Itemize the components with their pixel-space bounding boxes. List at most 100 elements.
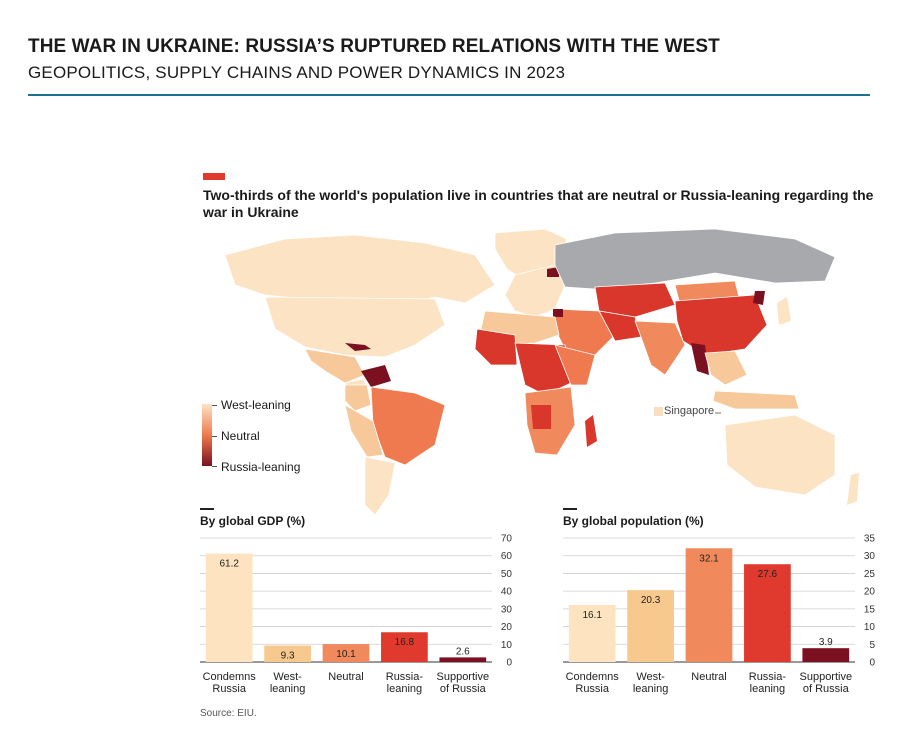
bar <box>744 564 791 662</box>
map-region-india <box>634 320 686 376</box>
y-tick-label: 15 <box>864 604 876 615</box>
map-region-syria <box>553 309 563 317</box>
y-tick-label: 5 <box>869 640 875 651</box>
source-note: Source: EIU. <box>200 708 257 719</box>
bar <box>627 590 674 662</box>
category-label: Condemns <box>566 671 620 683</box>
y-tick-label: 0 <box>869 658 875 669</box>
legend-tick-top <box>212 405 217 406</box>
bar-value-label: 16.8 <box>395 637 415 648</box>
bar-value-label: 61.2 <box>219 559 239 570</box>
category-label: leaning <box>270 683 305 695</box>
map-region-cuba <box>345 343 371 351</box>
category-label: West- <box>273 671 302 683</box>
figure-title: Two-thirds of the world's population liv… <box>203 187 874 220</box>
y-tick-label: 20 <box>864 587 876 598</box>
category-label: leaning <box>387 683 422 695</box>
bar <box>568 604 616 662</box>
y-tick-label: 40 <box>501 587 513 598</box>
category-label: Neutral <box>328 671 363 683</box>
map-region-usa <box>264 296 446 358</box>
category-label: Condemns <box>203 671 257 683</box>
chart-1-title: By global GDP (%) <box>200 514 306 528</box>
category-label: West- <box>636 671 665 683</box>
category-label: of Russia <box>440 683 487 695</box>
chart-2-title: By global population (%) <box>563 514 704 528</box>
bar-value-label: 16.1 <box>582 610 602 621</box>
category-label: Russia <box>212 683 247 695</box>
bar-value-label: 32.1 <box>699 553 719 564</box>
report-subtitle: GEOPOLITICS, SUPPLY CHAINS AND POWER DYN… <box>28 63 566 82</box>
y-tick-label: 35 <box>864 534 876 545</box>
category-label: Supportive <box>800 671 853 683</box>
y-tick-label: 10 <box>864 622 876 633</box>
bar <box>439 657 487 662</box>
map-region-colombia <box>344 384 372 412</box>
bar-value-label: 27.6 <box>758 569 778 580</box>
singapore-label: Singapore <box>664 405 715 417</box>
map-region-myanmar <box>691 343 709 375</box>
category-label: Russia <box>575 683 610 695</box>
y-tick-label: 60 <box>501 551 513 562</box>
bar <box>205 553 253 662</box>
category-label: leaning <box>750 683 785 695</box>
map-region-australia <box>724 414 836 496</box>
y-tick-label: 25 <box>864 569 876 580</box>
map-region-belarus <box>547 267 559 277</box>
map-region-central-asia <box>594 282 676 318</box>
bar-value-label: 3.9 <box>819 637 833 648</box>
map-region-west-africa <box>474 328 518 366</box>
legend-tick-middle <box>212 436 217 437</box>
chart-1-dash <box>200 508 214 510</box>
category-label: of Russia <box>803 683 850 695</box>
report-title: THE WAR IN UKRAINE: RUSSIA’S RUPTURED RE… <box>28 36 720 57</box>
legend-label-neutral: Neutral <box>221 429 260 443</box>
map-region-indonesia <box>712 390 800 410</box>
bar-value-label: 20.3 <box>641 595 661 606</box>
y-tick-label: 30 <box>501 604 513 615</box>
bar <box>381 632 428 662</box>
category-label: Supportive <box>437 671 490 683</box>
bar-value-label: 2.6 <box>456 646 470 657</box>
map-region-se-asia <box>704 350 748 386</box>
map-region-venezuela <box>361 365 391 387</box>
bar <box>322 644 370 662</box>
y-tick-label: 0 <box>506 658 512 669</box>
category-label: Russia- <box>749 671 787 683</box>
map-region-russia <box>554 228 836 290</box>
bar <box>685 548 733 662</box>
map-region-canada <box>224 234 496 308</box>
accent-bar <box>203 173 225 180</box>
bar-value-label: 10.1 <box>336 649 356 660</box>
map-region-madagascar <box>585 415 597 447</box>
map-region-angola <box>531 405 551 429</box>
map-region-argentina-chile <box>364 456 396 515</box>
map-region-north-korea <box>753 291 765 305</box>
y-tick-label: 70 <box>501 534 513 545</box>
map-region-peru-bolivia <box>344 404 384 458</box>
legend-label-russia: Russia-leaning <box>221 460 301 474</box>
y-tick-label: 20 <box>501 622 513 633</box>
map-region-japan <box>777 297 791 325</box>
map-region-china <box>674 294 768 356</box>
map-region-east-africa <box>554 344 596 386</box>
legend-tick-bottom <box>212 466 217 467</box>
legend-gradient <box>202 404 212 466</box>
legend-label-west: West-leaning <box>221 398 291 412</box>
y-tick-label: 30 <box>864 551 876 562</box>
category-label: Russia- <box>386 671 424 683</box>
bar <box>802 648 850 662</box>
singapore-swatch <box>654 407 663 416</box>
world-map <box>224 228 859 515</box>
bar <box>264 645 311 662</box>
map-region-new-zealand <box>847 473 859 505</box>
header-divider <box>28 94 870 96</box>
bar-value-label: 9.3 <box>281 651 295 662</box>
category-label: leaning <box>633 683 668 695</box>
category-label: Neutral <box>691 671 726 683</box>
y-tick-label: 50 <box>501 569 513 580</box>
y-tick-label: 10 <box>501 640 513 651</box>
chart-2-dash <box>563 508 577 510</box>
